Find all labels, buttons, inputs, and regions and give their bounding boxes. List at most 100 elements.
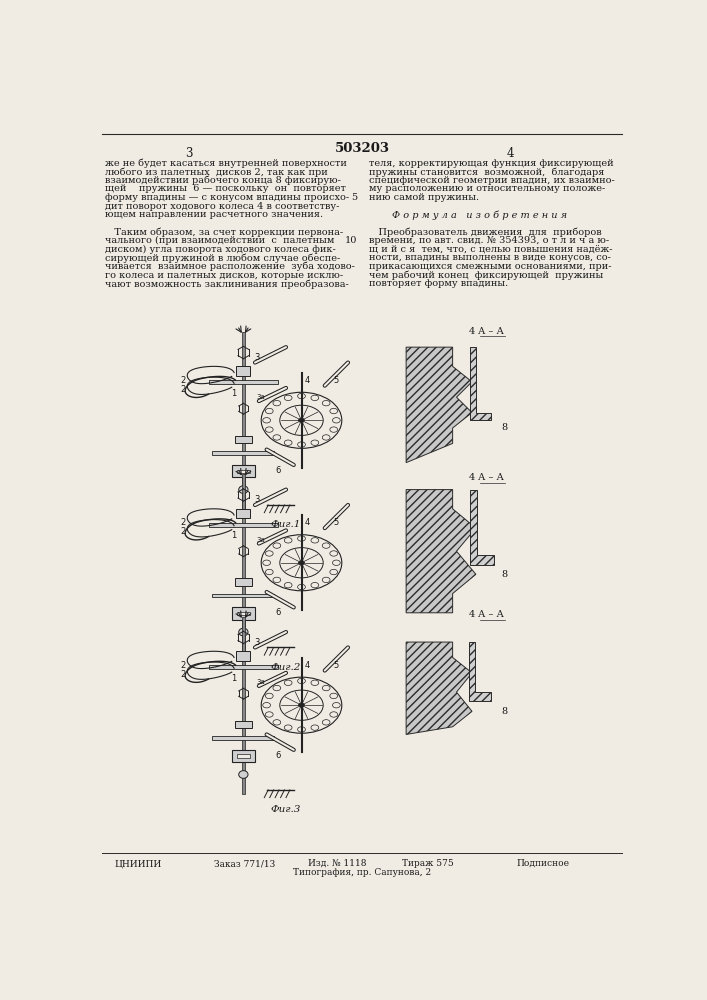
Text: 6: 6 bbox=[276, 608, 281, 617]
Ellipse shape bbox=[298, 584, 305, 590]
Ellipse shape bbox=[261, 392, 341, 448]
Bar bbox=[212, 594, 274, 597]
Bar bbox=[212, 451, 274, 455]
Ellipse shape bbox=[273, 435, 281, 440]
Text: повторяет форму впадины.: повторяет форму впадины. bbox=[369, 279, 508, 288]
Text: 3: 3 bbox=[255, 495, 260, 504]
Ellipse shape bbox=[265, 693, 273, 699]
Ellipse shape bbox=[332, 703, 340, 708]
Text: 2: 2 bbox=[180, 670, 185, 679]
Text: А – А: А – А bbox=[479, 610, 504, 619]
Text: щ и й с я  тем, что, с целью повышения надёж-: щ и й с я тем, что, с целью повышения на… bbox=[369, 245, 612, 254]
Text: же не будет касаться внутренней поверхности: же не будет касаться внутренней поверхно… bbox=[105, 158, 347, 168]
Text: 8: 8 bbox=[501, 424, 508, 432]
Text: Тираж 575: Тираж 575 bbox=[402, 859, 454, 868]
Text: 10: 10 bbox=[345, 236, 357, 245]
Ellipse shape bbox=[284, 725, 292, 730]
Bar bbox=[232, 607, 255, 620]
Text: взаимодействии рабочего конца 8 фиксирую-: взаимодействии рабочего конца 8 фиксирую… bbox=[105, 176, 341, 185]
Text: Изд. № 1118: Изд. № 1118 bbox=[308, 859, 367, 868]
Text: Ф о р м у л а   и з о б р е т е н и я: Ф о р м у л а и з о б р е т е н и я bbox=[392, 210, 567, 220]
Text: щей    пружины  6 — поскольку  он  повторяет: щей пружины 6 — поскольку он повторяет bbox=[105, 184, 346, 193]
Text: 8: 8 bbox=[501, 570, 508, 579]
Ellipse shape bbox=[280, 690, 323, 720]
Bar bbox=[243, 332, 245, 509]
Ellipse shape bbox=[284, 582, 292, 588]
Polygon shape bbox=[469, 642, 491, 701]
Text: 4: 4 bbox=[305, 518, 310, 527]
Text: 1: 1 bbox=[231, 389, 237, 398]
Text: А – А: А – А bbox=[479, 473, 504, 482]
Text: 2: 2 bbox=[180, 661, 185, 670]
Text: Заказ 771/13: Заказ 771/13 bbox=[214, 859, 275, 868]
Text: 2: 2 bbox=[180, 518, 185, 527]
Bar bbox=[236, 509, 250, 518]
Ellipse shape bbox=[273, 543, 281, 548]
Polygon shape bbox=[470, 490, 493, 565]
Ellipse shape bbox=[273, 685, 281, 691]
Ellipse shape bbox=[298, 393, 305, 399]
Bar bbox=[232, 750, 255, 762]
Ellipse shape bbox=[273, 577, 281, 583]
Ellipse shape bbox=[330, 712, 338, 717]
Ellipse shape bbox=[239, 486, 248, 493]
Ellipse shape bbox=[284, 440, 292, 445]
Text: ющем направлении расчетного значения.: ющем направлении расчетного значения. bbox=[105, 210, 324, 219]
Text: чем рабочий конец  фиксирующей  пружины: чем рабочий конец фиксирующей пружины bbox=[369, 271, 603, 280]
Text: 3а: 3а bbox=[256, 679, 265, 685]
Ellipse shape bbox=[284, 538, 292, 543]
Text: 3а: 3а bbox=[256, 394, 265, 400]
Text: чают возможность заклинивания преобразова-: чают возможность заклинивания преобразов… bbox=[105, 279, 349, 289]
Bar bbox=[243, 617, 245, 794]
Text: 4: 4 bbox=[507, 147, 515, 160]
Ellipse shape bbox=[330, 408, 338, 414]
Ellipse shape bbox=[261, 677, 341, 733]
Text: 6: 6 bbox=[276, 751, 281, 760]
Text: Фиг.2: Фиг.2 bbox=[271, 663, 301, 672]
Ellipse shape bbox=[239, 771, 248, 778]
Bar bbox=[209, 665, 279, 669]
Text: любого из палетных  дисков 2, так как при: любого из палетных дисков 2, так как при bbox=[105, 167, 328, 177]
Ellipse shape bbox=[298, 678, 305, 684]
Text: го колеса и палетных дисков, которые исклю-: го колеса и палетных дисков, которые иск… bbox=[105, 271, 344, 280]
Ellipse shape bbox=[311, 725, 319, 730]
Ellipse shape bbox=[265, 408, 273, 414]
Ellipse shape bbox=[332, 560, 340, 565]
Ellipse shape bbox=[311, 440, 319, 445]
Bar bbox=[235, 721, 252, 728]
Text: Фиг.1: Фиг.1 bbox=[271, 520, 301, 529]
Text: теля, корректирующая функция фиксирующей: теля, корректирующая функция фиксирующей bbox=[369, 158, 614, 167]
Text: 5: 5 bbox=[351, 193, 357, 202]
Ellipse shape bbox=[298, 561, 305, 565]
Text: 3: 3 bbox=[255, 638, 260, 647]
Text: времени, по авт. свид. № 354393, о т л и ч а ю-: времени, по авт. свид. № 354393, о т л и… bbox=[369, 236, 609, 245]
Ellipse shape bbox=[298, 418, 305, 422]
Bar bbox=[209, 380, 279, 384]
Text: дит поворот ходового колеса 4 в соответству-: дит поворот ходового колеса 4 в соответс… bbox=[105, 202, 340, 211]
Ellipse shape bbox=[298, 727, 305, 732]
Bar bbox=[236, 366, 250, 376]
Text: прикасающихся смежными основаниями, при-: прикасающихся смежными основаниями, при- bbox=[369, 262, 612, 271]
Ellipse shape bbox=[239, 628, 248, 636]
Ellipse shape bbox=[263, 418, 271, 423]
Text: ности, впадины выполнены в виде конусов, со-: ности, впадины выполнены в виде конусов,… bbox=[369, 253, 611, 262]
Bar bbox=[209, 523, 279, 527]
Polygon shape bbox=[406, 347, 472, 463]
Ellipse shape bbox=[265, 551, 273, 556]
Text: ЦНИИПИ: ЦНИИПИ bbox=[114, 859, 161, 868]
Ellipse shape bbox=[280, 548, 323, 578]
Polygon shape bbox=[406, 490, 476, 613]
Ellipse shape bbox=[332, 418, 340, 423]
Ellipse shape bbox=[322, 577, 330, 583]
Text: специфической геометрии впадин, их взаимно-: специфической геометрии впадин, их взаим… bbox=[369, 176, 614, 185]
Ellipse shape bbox=[311, 582, 319, 588]
Text: 1: 1 bbox=[231, 674, 237, 683]
Ellipse shape bbox=[311, 538, 319, 543]
Text: 2: 2 bbox=[180, 385, 185, 394]
Text: 2: 2 bbox=[180, 376, 185, 385]
Text: 3: 3 bbox=[255, 353, 260, 362]
Text: 4: 4 bbox=[469, 473, 475, 482]
Bar bbox=[236, 651, 250, 661]
Text: чивается  взаимное расположение  зуба ходово-: чивается взаимное расположение зуба ходо… bbox=[105, 262, 356, 271]
Ellipse shape bbox=[330, 551, 338, 556]
